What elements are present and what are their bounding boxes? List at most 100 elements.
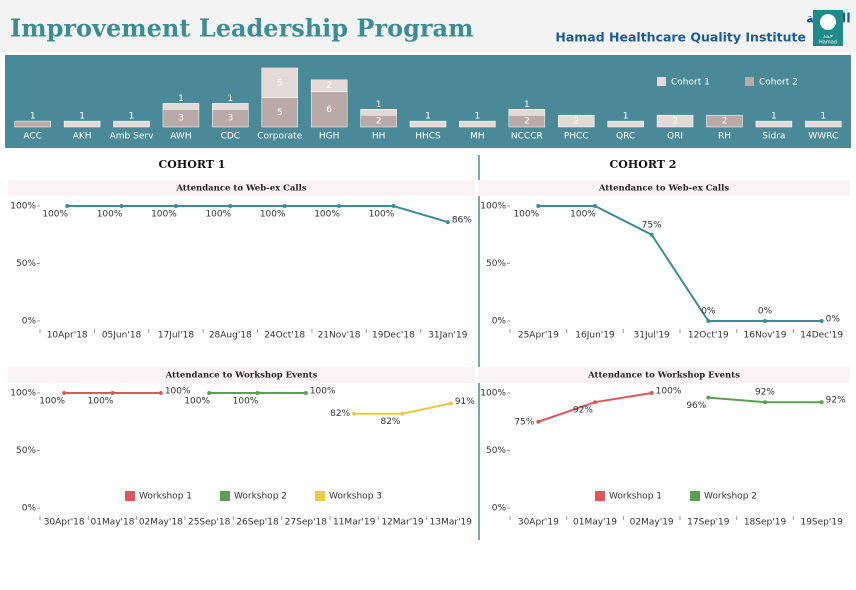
section-title: COHORT 2: [610, 158, 677, 171]
x-tick-label: 12Mar'19: [381, 518, 424, 528]
x-tick-label: 14Dec'19: [800, 331, 843, 341]
value-label: 91%: [455, 397, 475, 407]
y-tick-label: 0%: [22, 504, 37, 514]
chart-title: Attendance to Web-ex Calls: [598, 184, 730, 194]
value-label: 100%: [513, 210, 539, 220]
logo-icon: [820, 14, 836, 30]
x-tick-label: 02May'19: [630, 518, 674, 528]
bar-segment: [113, 120, 150, 128]
value-label: 100%: [39, 397, 65, 407]
x-tick-label: HHCS: [415, 132, 441, 142]
bar-segment: [360, 109, 397, 116]
x-tick-label: 19Dec'18: [372, 331, 415, 341]
bar-label: 3: [227, 114, 233, 124]
point: [819, 319, 824, 323]
y-tick-label: 100%: [480, 202, 506, 212]
x-tick-label: CDC: [221, 132, 241, 142]
value-label: 82%: [380, 417, 400, 427]
chart-title: Attendance to Workshop Events: [587, 371, 740, 381]
value-label: 100%: [656, 387, 682, 397]
point: [119, 204, 124, 208]
line: [538, 205, 822, 322]
chart-title-bg: [8, 180, 475, 196]
legend-label: Cohort 2: [759, 78, 798, 88]
value-label: 96%: [686, 401, 706, 411]
point: [391, 204, 396, 208]
x-tick-label: RH: [718, 132, 731, 142]
bar-segment: [607, 120, 644, 128]
value-label: 100%: [310, 387, 336, 397]
bar-segment: [508, 109, 546, 116]
value-label: 100%: [205, 210, 231, 220]
y-tick-label: 100%: [10, 389, 36, 399]
x-tick-label: 13Mar'19: [430, 518, 473, 528]
bar-segment: [706, 114, 743, 128]
x-tick-label: 10Apr'18: [47, 331, 88, 341]
bar-label: 1: [475, 112, 481, 122]
point: [110, 391, 115, 395]
bar-segment: [459, 120, 496, 128]
y-tick-label: 50%: [16, 259, 36, 269]
y-tick-label: 50%: [16, 446, 36, 456]
bar-label: 1: [623, 112, 629, 122]
bar-label: 2: [376, 117, 382, 127]
logo-english: Hamad: [819, 40, 837, 46]
bar-segment: [63, 120, 101, 128]
line: [538, 392, 652, 423]
point: [173, 204, 178, 208]
page-title: Improvement Leadership Program: [10, 14, 474, 43]
x-tick-label: HGH: [319, 132, 340, 142]
logo-arabic: حمد: [823, 33, 834, 40]
point: [593, 204, 597, 208]
bar-label: 1: [771, 112, 777, 122]
bar-label: 2: [524, 117, 530, 127]
value-label: 100%: [260, 210, 286, 220]
value-label: 100%: [42, 210, 68, 220]
point: [207, 391, 212, 395]
x-tick-label: 01May'18: [91, 518, 135, 528]
legend-label: Workshop 1: [139, 492, 192, 502]
x-tick-label: WWRC: [808, 132, 838, 142]
chart-title-bg: [478, 367, 850, 383]
x-tick-label: Corporate: [257, 132, 302, 142]
org-english: Hamad Healthcare Quality Institute: [555, 30, 806, 45]
x-tick-label: QRC: [616, 132, 635, 142]
bar-label: 1: [30, 112, 36, 122]
value-label: 86%: [452, 216, 472, 226]
bar-label: 1: [376, 100, 382, 110]
x-tick-label: 24Oct'18: [264, 331, 305, 341]
y-tick-label: 0%: [22, 317, 37, 327]
bar-label: 1: [820, 112, 826, 122]
bar-segment: [805, 120, 842, 128]
x-tick-label: 26Sep'18: [236, 518, 279, 528]
x-tick-label: 31Jan'19: [428, 331, 468, 341]
x-tick-label: QRI: [667, 132, 683, 142]
value-label: 82%: [330, 409, 350, 419]
bar-label: 2: [573, 117, 579, 127]
point: [352, 411, 357, 416]
x-tick-label: 30Apr'18: [44, 518, 85, 528]
point: [706, 319, 711, 323]
bar-label: 6: [326, 105, 332, 115]
bar-segment: [557, 114, 595, 128]
x-tick-label: 01May'19: [573, 518, 617, 528]
x-tick-label: 11Mar'19: [333, 518, 376, 528]
x-tick-label: 31Jul'19: [634, 331, 671, 341]
bar-label: 2: [722, 117, 728, 127]
bar-label: 1: [227, 94, 233, 104]
x-tick-label: 25Apr'19: [518, 331, 559, 341]
value-label: 92%: [826, 396, 846, 406]
value-label: 75%: [642, 220, 662, 230]
section-title: COHORT 1: [159, 158, 226, 171]
x-tick-label: 21Nov'18: [318, 331, 361, 341]
line: [67, 205, 449, 224]
point: [228, 204, 233, 208]
point: [649, 232, 654, 237]
legend-swatch: [745, 77, 754, 86]
x-tick-label: HH: [372, 132, 386, 142]
bar-segment: [656, 114, 694, 128]
value-label: 100%: [88, 397, 114, 407]
point: [337, 204, 342, 208]
point: [158, 391, 163, 395]
x-tick-label: PHCC: [564, 132, 589, 142]
